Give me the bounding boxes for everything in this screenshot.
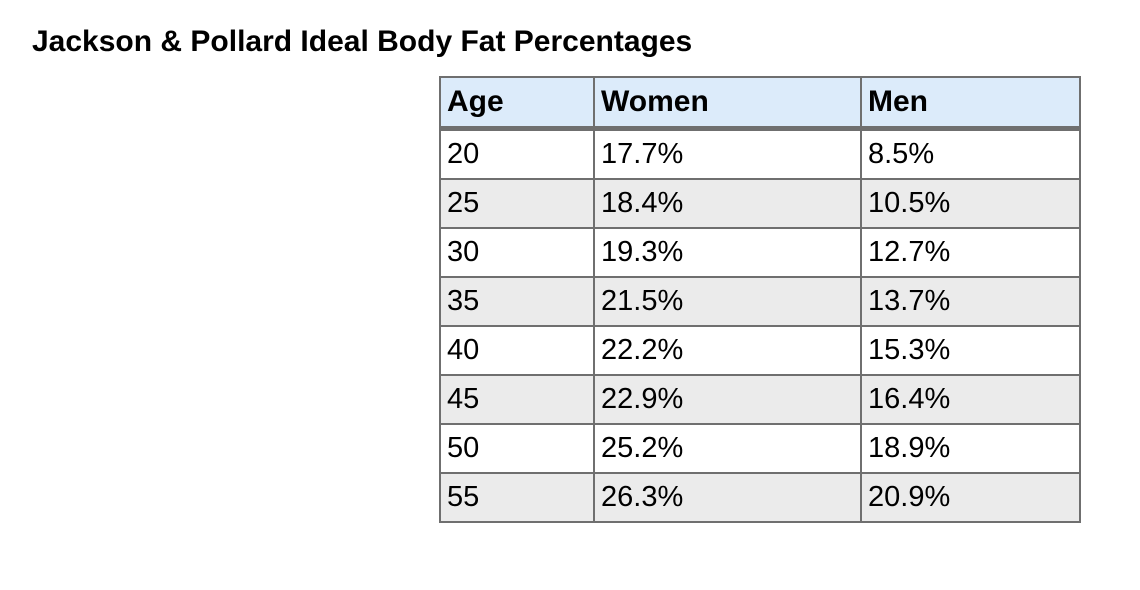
cell-women: 19.3% — [593, 227, 862, 278]
cell-men: 12.7% — [860, 227, 1081, 278]
body-fat-table: Age Women Men 20 17.7% 8.5% 25 18.4% 10.… — [439, 76, 1081, 523]
table-header-row: Age Women Men — [439, 76, 1081, 131]
cell-age: 45 — [439, 374, 595, 425]
column-header-age: Age — [439, 76, 595, 131]
cell-women: 17.7% — [593, 127, 862, 180]
table-row: 55 26.3% 20.9% — [439, 472, 1081, 523]
cell-age: 55 — [439, 472, 595, 523]
cell-men: 16.4% — [860, 374, 1081, 425]
table-row: 40 22.2% 15.3% — [439, 325, 1081, 376]
cell-age: 50 — [439, 423, 595, 474]
table-row: 50 25.2% 18.9% — [439, 423, 1081, 474]
cell-men: 18.9% — [860, 423, 1081, 474]
cell-men: 10.5% — [860, 178, 1081, 229]
column-header-men: Men — [860, 76, 1081, 131]
cell-age: 40 — [439, 325, 595, 376]
cell-men: 13.7% — [860, 276, 1081, 327]
table-row: 30 19.3% 12.7% — [439, 227, 1081, 278]
table-row: 45 22.9% 16.4% — [439, 374, 1081, 425]
cell-women: 21.5% — [593, 276, 862, 327]
cell-women: 22.2% — [593, 325, 862, 376]
table-row: 20 17.7% 8.5% — [439, 127, 1081, 180]
table-row: 25 18.4% 10.5% — [439, 178, 1081, 229]
cell-age: 35 — [439, 276, 595, 327]
cell-men: 8.5% — [860, 127, 1081, 180]
cell-women: 22.9% — [593, 374, 862, 425]
column-header-women: Women — [593, 76, 862, 131]
cell-women: 26.3% — [593, 472, 862, 523]
cell-women: 18.4% — [593, 178, 862, 229]
cell-women: 25.2% — [593, 423, 862, 474]
body-fat-table-container: Age Women Men 20 17.7% 8.5% 25 18.4% 10.… — [439, 76, 1081, 523]
page-title: Jackson & Pollard Ideal Body Fat Percent… — [32, 25, 693, 58]
cell-age: 25 — [439, 178, 595, 229]
cell-age: 30 — [439, 227, 595, 278]
table-row: 35 21.5% 13.7% — [439, 276, 1081, 327]
cell-men: 15.3% — [860, 325, 1081, 376]
cell-age: 20 — [439, 127, 595, 180]
cell-men: 20.9% — [860, 472, 1081, 523]
